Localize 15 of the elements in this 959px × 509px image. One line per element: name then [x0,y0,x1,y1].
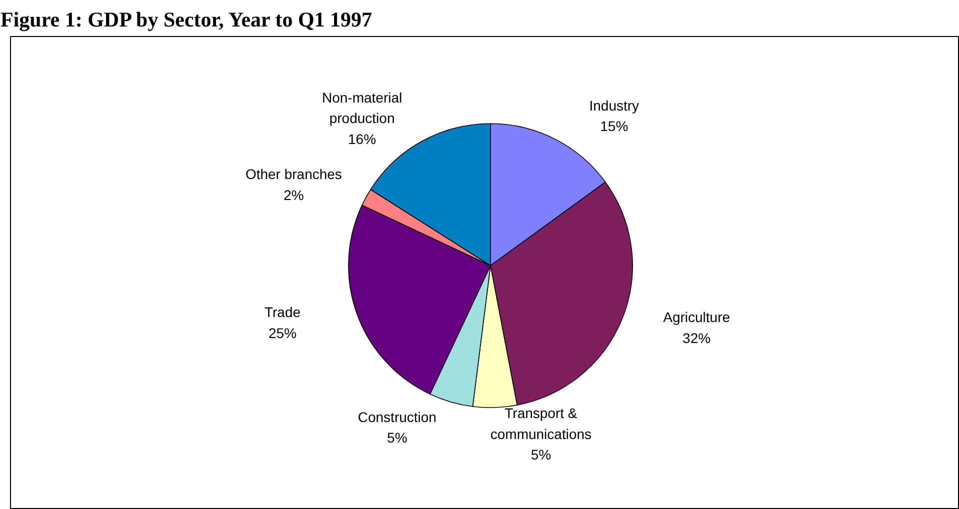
chart-title: Figure 1: GDP by Sector, Year to Q1 1997 [0,8,372,32]
data-label: 2% [284,186,304,203]
slice-label: Non-material production [322,89,402,126]
data-label: 16% [348,130,376,147]
slice-label: Other branches [245,166,342,182]
data-label: 15% [600,118,628,134]
data-label: 5% [387,430,408,446]
slice-label: Agriculture [663,309,730,326]
slice-label: Transport & communications [490,404,592,442]
slice-label: Industry [589,97,640,114]
data-label: 5% [530,446,552,463]
slice-label: Construction [358,408,436,425]
slice-label: Trade [264,304,301,320]
data-label: 32% [682,330,711,346]
data-label: 25% [268,324,297,341]
